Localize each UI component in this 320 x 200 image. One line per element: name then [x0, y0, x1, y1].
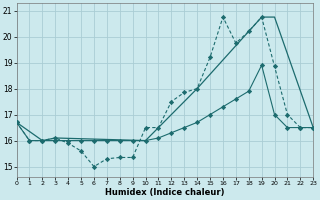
X-axis label: Humidex (Indice chaleur): Humidex (Indice chaleur): [105, 188, 225, 197]
